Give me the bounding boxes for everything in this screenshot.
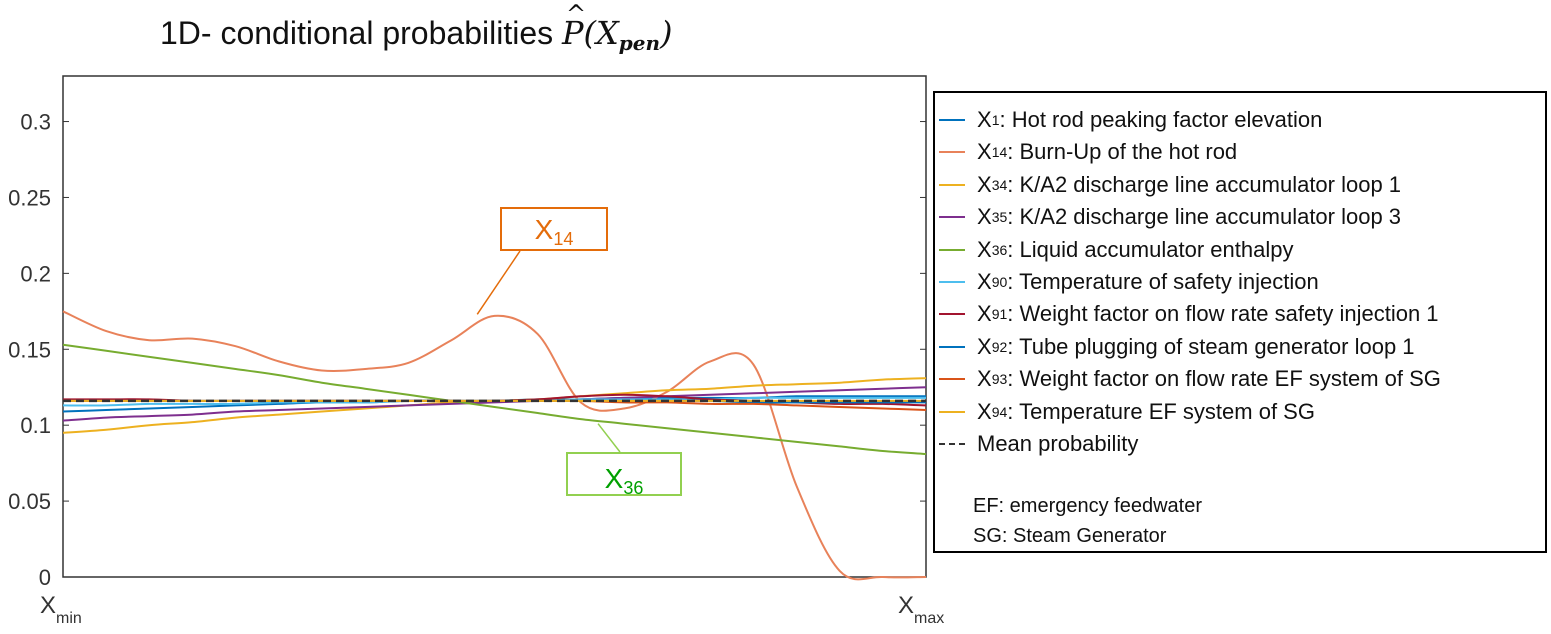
legend: EF: emergency feedwater SG: Steam Genera… xyxy=(933,91,1547,553)
legend-label-sub: 93 xyxy=(991,371,1008,388)
legend-label: X xyxy=(977,301,992,327)
series-lines xyxy=(62,310,927,581)
legend-swatch xyxy=(939,281,965,283)
legend-swatch xyxy=(939,119,965,121)
legend-item-x92: X 92: Tube plugging of steam generator lo… xyxy=(935,332,1415,362)
y-tick-label: 0.1 xyxy=(20,413,51,438)
y-tick-label: 0.25 xyxy=(8,185,51,210)
legend-label: X xyxy=(977,236,992,262)
legend-label: X xyxy=(977,139,992,165)
legend-item-x14: X 14: Burn-Up of the hot rod xyxy=(935,137,1237,167)
legend-label: X xyxy=(977,398,992,424)
legend-swatch xyxy=(939,345,965,348)
legend-label-sub: 90 xyxy=(991,274,1008,290)
legend-label-sub: 34 xyxy=(991,176,1008,193)
callout-leaders xyxy=(476,250,621,453)
y-tick-label: 0.2 xyxy=(20,261,51,286)
legend-description: : Weight factor on flow rate EF system o… xyxy=(1007,366,1441,392)
legend-description: : Hot rod peaking factor elevation xyxy=(999,107,1323,132)
legend-description: : Temperature EF system of SG xyxy=(1007,398,1315,424)
legend-swatch xyxy=(939,183,965,186)
legend-swatch xyxy=(939,216,965,219)
chart-canvas: 0 0.05 0.1 0.15 0.2 0.25 0.3 xyxy=(8,75,927,590)
callout-x36: X36 xyxy=(566,452,682,498)
legend-description: : K/A2 discharge line accumulator loop 3 xyxy=(1007,204,1402,230)
legend-label-sub: 1 xyxy=(991,112,1000,128)
legend-label-sub: 35 xyxy=(991,209,1008,226)
legend-note-ef: EF: emergency feedwater xyxy=(973,495,1202,517)
legend-description: : Tube plugging of steam generator loop … xyxy=(1007,333,1415,359)
legend-description: : Temperature of safety injection xyxy=(1007,269,1319,294)
legend-item-x34: X 34: K/A2 discharge line accumulator loo… xyxy=(935,170,1401,200)
legend-swatch xyxy=(939,248,965,251)
callout-leader-x14 xyxy=(476,250,521,315)
legend-swatch xyxy=(939,378,965,381)
legend-label: X xyxy=(977,171,992,197)
legend-description: : Weight factor on flow rate safety inje… xyxy=(1007,301,1439,327)
legend-note-sg: SG: Steam Generator xyxy=(973,525,1167,547)
callout-leader-x36 xyxy=(597,423,621,453)
legend-item-x91: X 91: Weight factor on flow rate safety i… xyxy=(935,299,1439,329)
legend-label: X xyxy=(977,204,992,230)
legend-item-x90: X 90: Temperature of safety injection xyxy=(935,267,1319,297)
legend-label: X xyxy=(977,333,992,359)
legend-item-x94: X 94: Temperature EF system of SG xyxy=(935,397,1315,427)
legend-label: Mean probability xyxy=(977,431,1139,456)
y-tick-label: 0.05 xyxy=(8,489,51,514)
series-line-x14 xyxy=(62,310,927,581)
legend-item-x93: X 93: Weight factor on flow rate EF syste… xyxy=(935,364,1441,394)
legend-label: X xyxy=(977,366,992,392)
legend-swatch xyxy=(939,443,965,445)
callout-x14: X14 xyxy=(500,207,608,251)
legend-label-sub: 36 xyxy=(991,241,1008,258)
p-hat-symbol: P xyxy=(562,0,586,52)
series-line-x36 xyxy=(62,343,927,455)
legend-item-x36: X 36: Liquid accumulator enthalpy xyxy=(935,235,1293,265)
y-tick-label: 0.3 xyxy=(20,110,51,135)
legend-label: X xyxy=(977,269,992,294)
y-axis: 0 0.05 0.1 0.15 0.2 0.25 0.3 xyxy=(8,110,926,590)
legend-swatch xyxy=(939,151,965,154)
legend-item-mean: Mean probability xyxy=(935,429,1138,459)
y-tick-label: 0 xyxy=(39,565,51,590)
legend-description: : Burn-Up of the hot rod xyxy=(1007,139,1238,165)
series-line-x35 xyxy=(62,386,927,422)
legend-label-sub: 91 xyxy=(991,306,1008,323)
legend-label-sub: 94 xyxy=(991,403,1008,420)
legend-swatch xyxy=(939,410,965,413)
legend-item-x35: X 35: K/A2 discharge line accumulator loo… xyxy=(935,202,1401,232)
legend-description: : K/A2 discharge line accumulator loop 1 xyxy=(1007,171,1402,197)
legend-label: X xyxy=(977,107,992,132)
legend-label-sub: 92 xyxy=(991,338,1008,355)
legend-description: : Liquid accumulator enthalpy xyxy=(1007,236,1294,262)
chart-title: 1D- conditional probabilities P(Xpen) xyxy=(160,0,673,55)
plot-area xyxy=(62,75,927,578)
legend-swatch xyxy=(939,313,965,316)
y-tick-label: 0.15 xyxy=(8,337,51,362)
legend-label-sub: 14 xyxy=(991,144,1008,161)
x-tick-max: Xmax xyxy=(898,592,945,627)
x-tick-min: Xmin xyxy=(40,592,82,627)
